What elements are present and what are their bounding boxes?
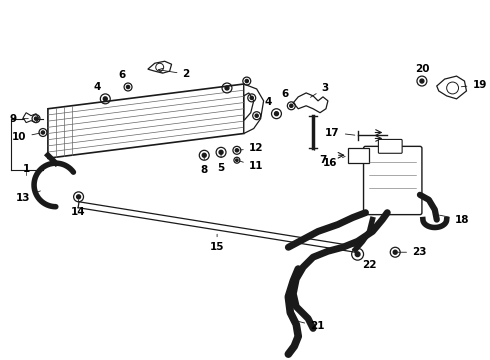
Circle shape	[250, 96, 253, 99]
Circle shape	[103, 97, 107, 101]
Text: 11: 11	[240, 161, 263, 171]
Text: 19: 19	[461, 80, 487, 90]
Circle shape	[219, 150, 223, 154]
Circle shape	[236, 159, 238, 161]
Text: 22: 22	[358, 254, 377, 270]
Polygon shape	[23, 113, 39, 123]
Circle shape	[393, 250, 397, 254]
Text: 14: 14	[71, 199, 86, 217]
Text: 2: 2	[158, 68, 190, 79]
Circle shape	[290, 104, 293, 107]
Text: 1: 1	[23, 164, 30, 174]
Bar	[348, 148, 369, 163]
FancyBboxPatch shape	[378, 139, 402, 153]
Circle shape	[34, 117, 38, 120]
Text: 21: 21	[298, 321, 324, 332]
Text: 5: 5	[218, 155, 225, 173]
Text: 17: 17	[325, 127, 355, 138]
Text: 4: 4	[265, 97, 276, 114]
Text: 13: 13	[16, 191, 40, 203]
Circle shape	[202, 153, 206, 157]
Polygon shape	[437, 76, 466, 99]
Circle shape	[76, 195, 80, 199]
Polygon shape	[244, 84, 264, 134]
Text: 7: 7	[313, 148, 327, 165]
Circle shape	[274, 112, 278, 116]
Circle shape	[235, 149, 239, 152]
Text: 12: 12	[240, 143, 263, 153]
Text: 16: 16	[322, 156, 345, 168]
Circle shape	[420, 79, 424, 83]
Text: 20: 20	[415, 64, 429, 81]
Text: 23: 23	[398, 247, 426, 257]
Text: 6: 6	[119, 70, 128, 87]
Circle shape	[126, 85, 130, 89]
Polygon shape	[148, 61, 171, 73]
Circle shape	[225, 86, 229, 90]
Circle shape	[355, 252, 360, 257]
Text: 3: 3	[311, 83, 329, 97]
Circle shape	[245, 80, 248, 83]
Text: 10: 10	[12, 132, 40, 143]
Text: 18: 18	[440, 215, 469, 225]
Text: 6: 6	[282, 89, 292, 106]
FancyBboxPatch shape	[364, 147, 422, 215]
Text: 9: 9	[10, 114, 28, 123]
Polygon shape	[48, 84, 244, 158]
Text: 4: 4	[94, 82, 105, 99]
Text: 8: 8	[200, 158, 208, 175]
Circle shape	[41, 131, 45, 134]
Text: 15: 15	[210, 234, 224, 252]
Circle shape	[255, 114, 258, 117]
